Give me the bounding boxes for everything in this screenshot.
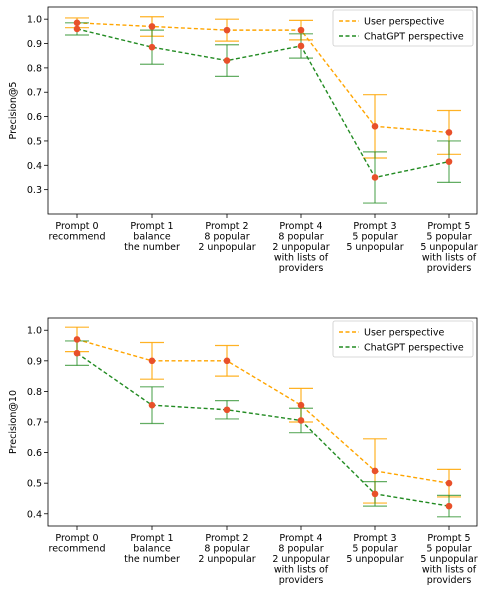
data-point xyxy=(297,417,305,424)
x-tick-label: Prompt 0 recommend xyxy=(49,221,106,243)
data-point xyxy=(148,43,156,51)
y-tick-label: 0.5 xyxy=(27,136,42,147)
data-point xyxy=(297,401,305,409)
y-tick-label: 0.4 xyxy=(27,509,42,520)
plot-frame xyxy=(47,6,478,215)
x-tick-label: Prompt 1 balance the number xyxy=(124,221,180,253)
y-tick-label: 0.9 xyxy=(27,356,42,367)
data-point xyxy=(73,336,81,343)
data-point xyxy=(223,357,231,365)
chart-precision-at-5: 0.3 0.4 0.5 0.6 0.7 0.8 0.9 1.0 Precision@5 Promp… xyxy=(8,6,478,274)
data-point xyxy=(445,479,453,487)
y-tick-label: 0.6 xyxy=(27,448,42,459)
data-point xyxy=(148,357,156,365)
legend-label: User perspective xyxy=(364,17,444,28)
legend-box xyxy=(332,320,474,358)
y-tick-label: 0.8 xyxy=(27,63,42,74)
x-tick-label: Prompt 0 recommend xyxy=(49,533,106,555)
y-tick-label: 0.9 xyxy=(27,39,42,50)
chart-precision-at-10: 0.4 0.5 0.6 0.7 0.8 0.9 1.0 Precision@10 Prompt … xyxy=(8,317,478,586)
y-tick-label: 0.3 xyxy=(27,185,42,196)
legend-label: User perspective xyxy=(364,328,444,339)
series-line-user xyxy=(76,22,450,134)
x-tick-label: Prompt 1 balance the number xyxy=(124,533,180,565)
y-tick-label: 1.0 xyxy=(27,326,42,337)
data-point xyxy=(371,490,379,498)
y-tick-label: 0.4 xyxy=(27,161,42,172)
series-line-chatgpt xyxy=(76,352,450,507)
data-point xyxy=(297,42,305,50)
series-line-user xyxy=(76,338,450,484)
data-point xyxy=(223,406,231,414)
data-point xyxy=(223,57,231,64)
y-axis-label: Precision@5 xyxy=(8,82,19,140)
y-tick-label: 0.5 xyxy=(27,479,42,490)
data-point xyxy=(148,23,156,30)
data-point xyxy=(297,26,305,34)
data-point xyxy=(223,26,231,34)
legend-label: ChatGPT perspective xyxy=(364,32,464,43)
legend-box xyxy=(332,9,474,47)
data-point xyxy=(73,25,81,33)
data-point xyxy=(445,158,453,165)
y-tick-label: 0.8 xyxy=(27,387,42,398)
y-tick-label: 0.7 xyxy=(27,88,42,99)
series-line-chatgpt xyxy=(76,28,450,179)
data-point xyxy=(371,123,379,130)
data-point xyxy=(445,129,453,136)
y-tick-label: 0.7 xyxy=(27,418,42,429)
data-point xyxy=(148,401,156,409)
y-tick-label: 1.0 xyxy=(27,15,42,26)
y-axis-label: Precision@10 xyxy=(8,390,19,454)
data-point xyxy=(73,349,81,357)
data-point xyxy=(371,467,379,475)
data-point xyxy=(445,502,453,510)
data-point xyxy=(371,174,379,181)
y-tick-label: 0.6 xyxy=(27,112,42,123)
data-point xyxy=(73,19,81,27)
legend-label: ChatGPT perspective xyxy=(364,343,464,354)
